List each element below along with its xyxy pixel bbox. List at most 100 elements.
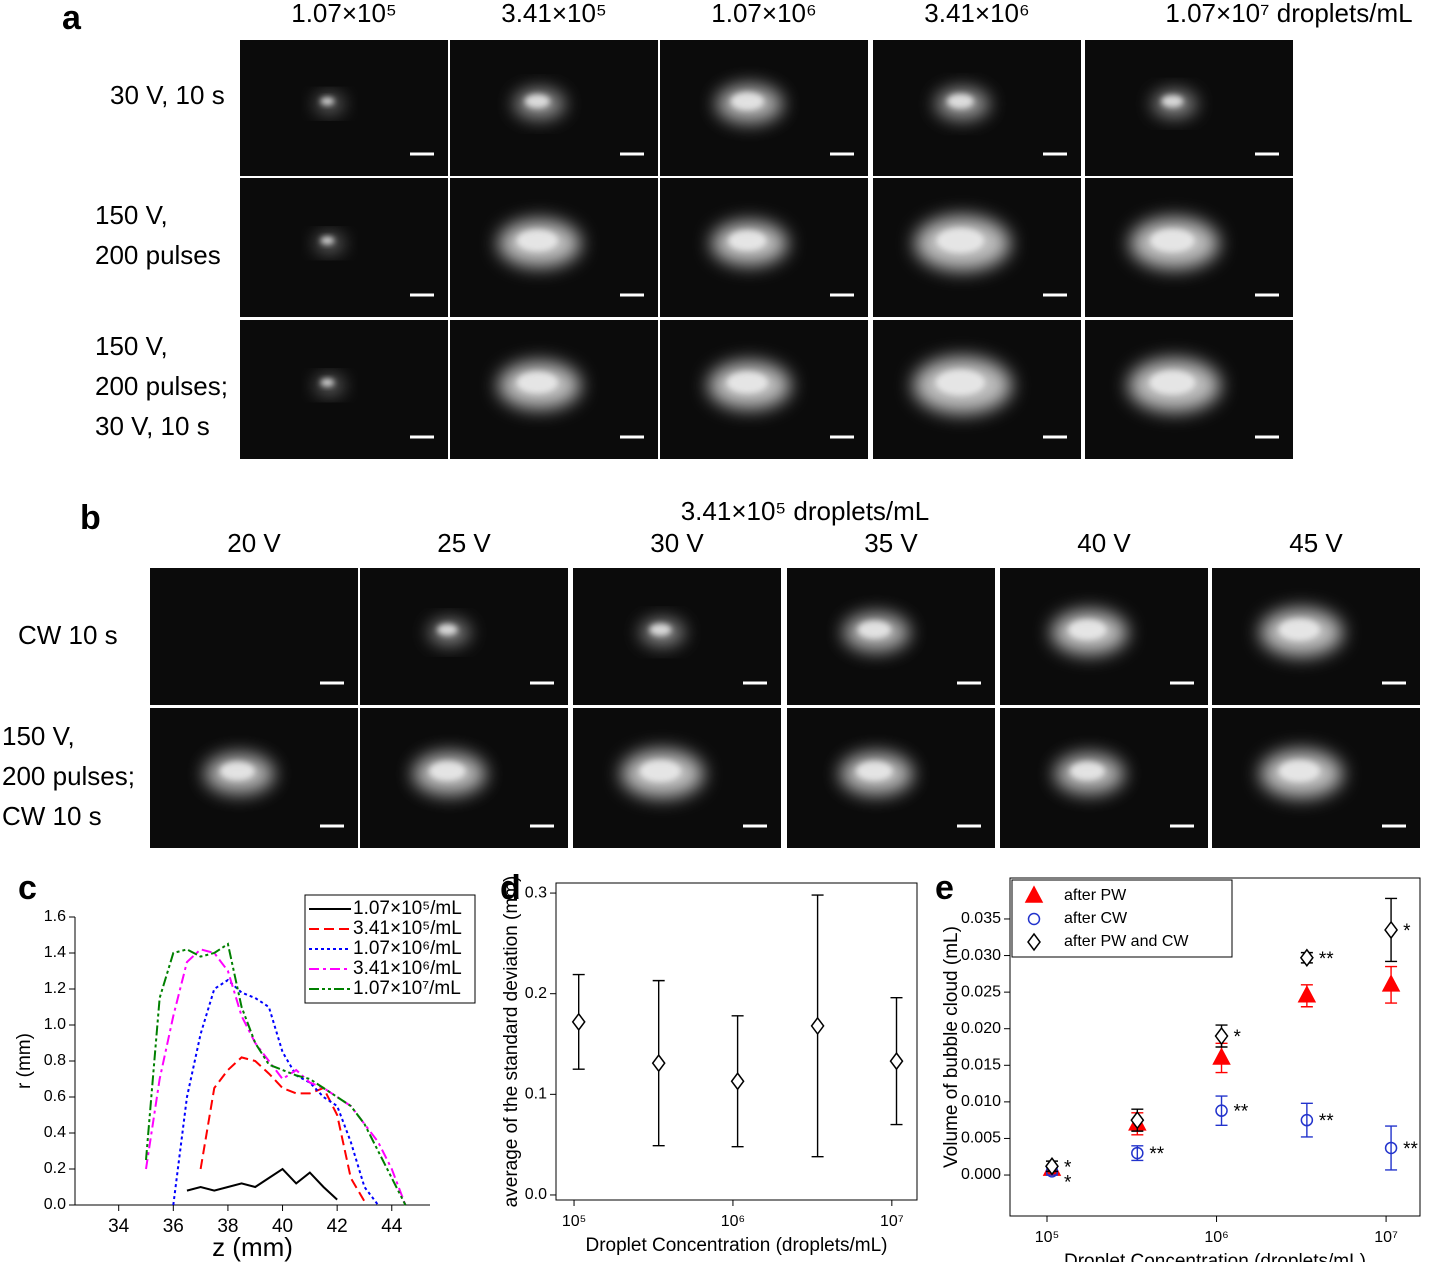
x-tick-label: 10⁵: [562, 1213, 586, 1230]
y-tick-label: 0.4: [44, 1124, 66, 1141]
significance-label: **: [1234, 1102, 1249, 1123]
error-bar: [1215, 1095, 1228, 1126]
significance-label: **: [1403, 1139, 1418, 1160]
significance-label: *: [1234, 1027, 1242, 1048]
marker: [571, 1012, 586, 1032]
bubble-core: [649, 623, 672, 636]
legend-label: 3.41×10⁶/mL: [353, 958, 462, 979]
bubble-core: [516, 371, 558, 394]
bubble-core: [726, 371, 768, 394]
marker: [1297, 985, 1317, 1003]
bubble-core: [1068, 619, 1107, 640]
marker: [1381, 974, 1401, 992]
data-line: [186, 1167, 338, 1201]
y-tick-label: 0.0: [525, 1186, 547, 1203]
y-tick-label: 0.6: [44, 1088, 66, 1105]
bubble-core: [320, 97, 335, 106]
error-bar: [1300, 1102, 1313, 1138]
y-tick-label: 0.1: [525, 1086, 547, 1103]
x-axis-title: Droplet Concentration (droplets/mL): [1064, 1251, 1366, 1262]
legend-swatch: [1024, 885, 1044, 903]
x-tick-label: 10⁶: [1204, 1229, 1228, 1246]
column-label: 1.07×10⁶: [711, 0, 816, 28]
y-tick-label: 1.0: [44, 1016, 66, 1033]
panel-label: b: [80, 499, 101, 537]
marker: [1215, 1104, 1228, 1117]
data-line: [199, 1056, 366, 1202]
x-tick-label: 40: [272, 1216, 293, 1237]
y-tick-label: 0.2: [525, 985, 547, 1002]
y-axis-title: average of the standard deviation (mm): [501, 876, 522, 1208]
bubble-core: [639, 760, 681, 782]
legend-box: [1011, 879, 1233, 958]
significance-label: *: [1064, 1157, 1072, 1178]
panel-title: 3.41×10⁵ droplets/mL: [681, 496, 930, 526]
panel-label: a: [62, 0, 82, 37]
bubble-core: [516, 229, 558, 252]
y-tick-label: 0.005: [961, 1130, 1001, 1147]
column-label: 45 V: [1289, 528, 1343, 558]
bubble-core: [728, 230, 767, 251]
bubble-core: [320, 378, 335, 387]
bubble-core: [1149, 370, 1196, 395]
marker: [1300, 1113, 1314, 1127]
row-label: CW 10 s: [2, 801, 102, 831]
y-tick-label: 0.030: [961, 947, 1001, 964]
column-label: 40 V: [1077, 528, 1131, 558]
x-tick-label: 10⁷: [1374, 1229, 1398, 1246]
y-tick-label: 0.020: [961, 1020, 1001, 1037]
marker: [1299, 948, 1314, 967]
legend-swatch: [1027, 912, 1041, 926]
legend-label: after PW and CW: [1064, 933, 1189, 950]
legend-label: after CW: [1064, 910, 1128, 927]
bubble-core: [1069, 761, 1105, 781]
row-label: 150 V,: [95, 200, 168, 230]
significance-label: *: [1403, 921, 1411, 942]
significance-label: **: [1149, 1144, 1164, 1165]
column-label: 1.07×10⁷ droplets/mL: [1165, 0, 1412, 28]
y-tick-label: 0.3: [525, 884, 547, 901]
bubble-core: [857, 620, 891, 639]
error-bar: [1385, 1125, 1398, 1171]
y-tick-label: 0.035: [961, 910, 1001, 927]
row-label: 200 pulses;: [95, 371, 228, 401]
row-label: CW 10 s: [18, 620, 118, 650]
y-tick-label: 0.2: [44, 1160, 66, 1177]
bubble-core: [935, 369, 985, 396]
y-tick-label: 1.6: [44, 908, 66, 925]
marker: [1131, 1146, 1144, 1160]
bubble-core: [946, 94, 974, 109]
bubble-core: [1278, 760, 1320, 782]
bubble-core: [219, 761, 255, 781]
legend-swatch: [1027, 932, 1041, 952]
panel-label: e: [935, 869, 954, 907]
panel-label: d: [500, 869, 521, 907]
marker: [1384, 920, 1399, 940]
marker: [1045, 1157, 1059, 1176]
column-label: 3.41×10⁶: [924, 0, 1029, 28]
y-tick-label: 0.015: [961, 1057, 1001, 1074]
bubble-core: [1150, 228, 1195, 253]
bubble-core: [730, 92, 764, 110]
x-axis-title: Droplet Concentration (droplets/mL): [585, 1235, 887, 1256]
x-tick-label: 10⁷: [880, 1213, 904, 1230]
legend-label: after PW: [1064, 887, 1127, 904]
row-label: 200 pulses: [95, 240, 221, 270]
significance-label: **: [1319, 949, 1334, 970]
bubble-core: [429, 761, 466, 781]
plot-frame: [555, 882, 918, 1201]
legend-label: 1.07×10⁵/mL: [353, 898, 462, 919]
y-tick-label: 0.025: [961, 983, 1001, 1000]
bubble-core: [1161, 95, 1184, 108]
marker: [889, 1051, 904, 1071]
column-label: 1.07×10⁵: [291, 0, 397, 28]
row-label: 150 V,: [2, 721, 75, 751]
x-tick-label: 38: [217, 1216, 238, 1237]
row-label: 150 V,: [95, 331, 168, 361]
row-label: 200 pulses;: [2, 761, 135, 791]
marker: [651, 1053, 666, 1073]
marker: [1212, 1047, 1231, 1065]
y-tick-label: 0.010: [961, 1093, 1001, 1110]
y-tick-label: 1.2: [44, 980, 66, 997]
